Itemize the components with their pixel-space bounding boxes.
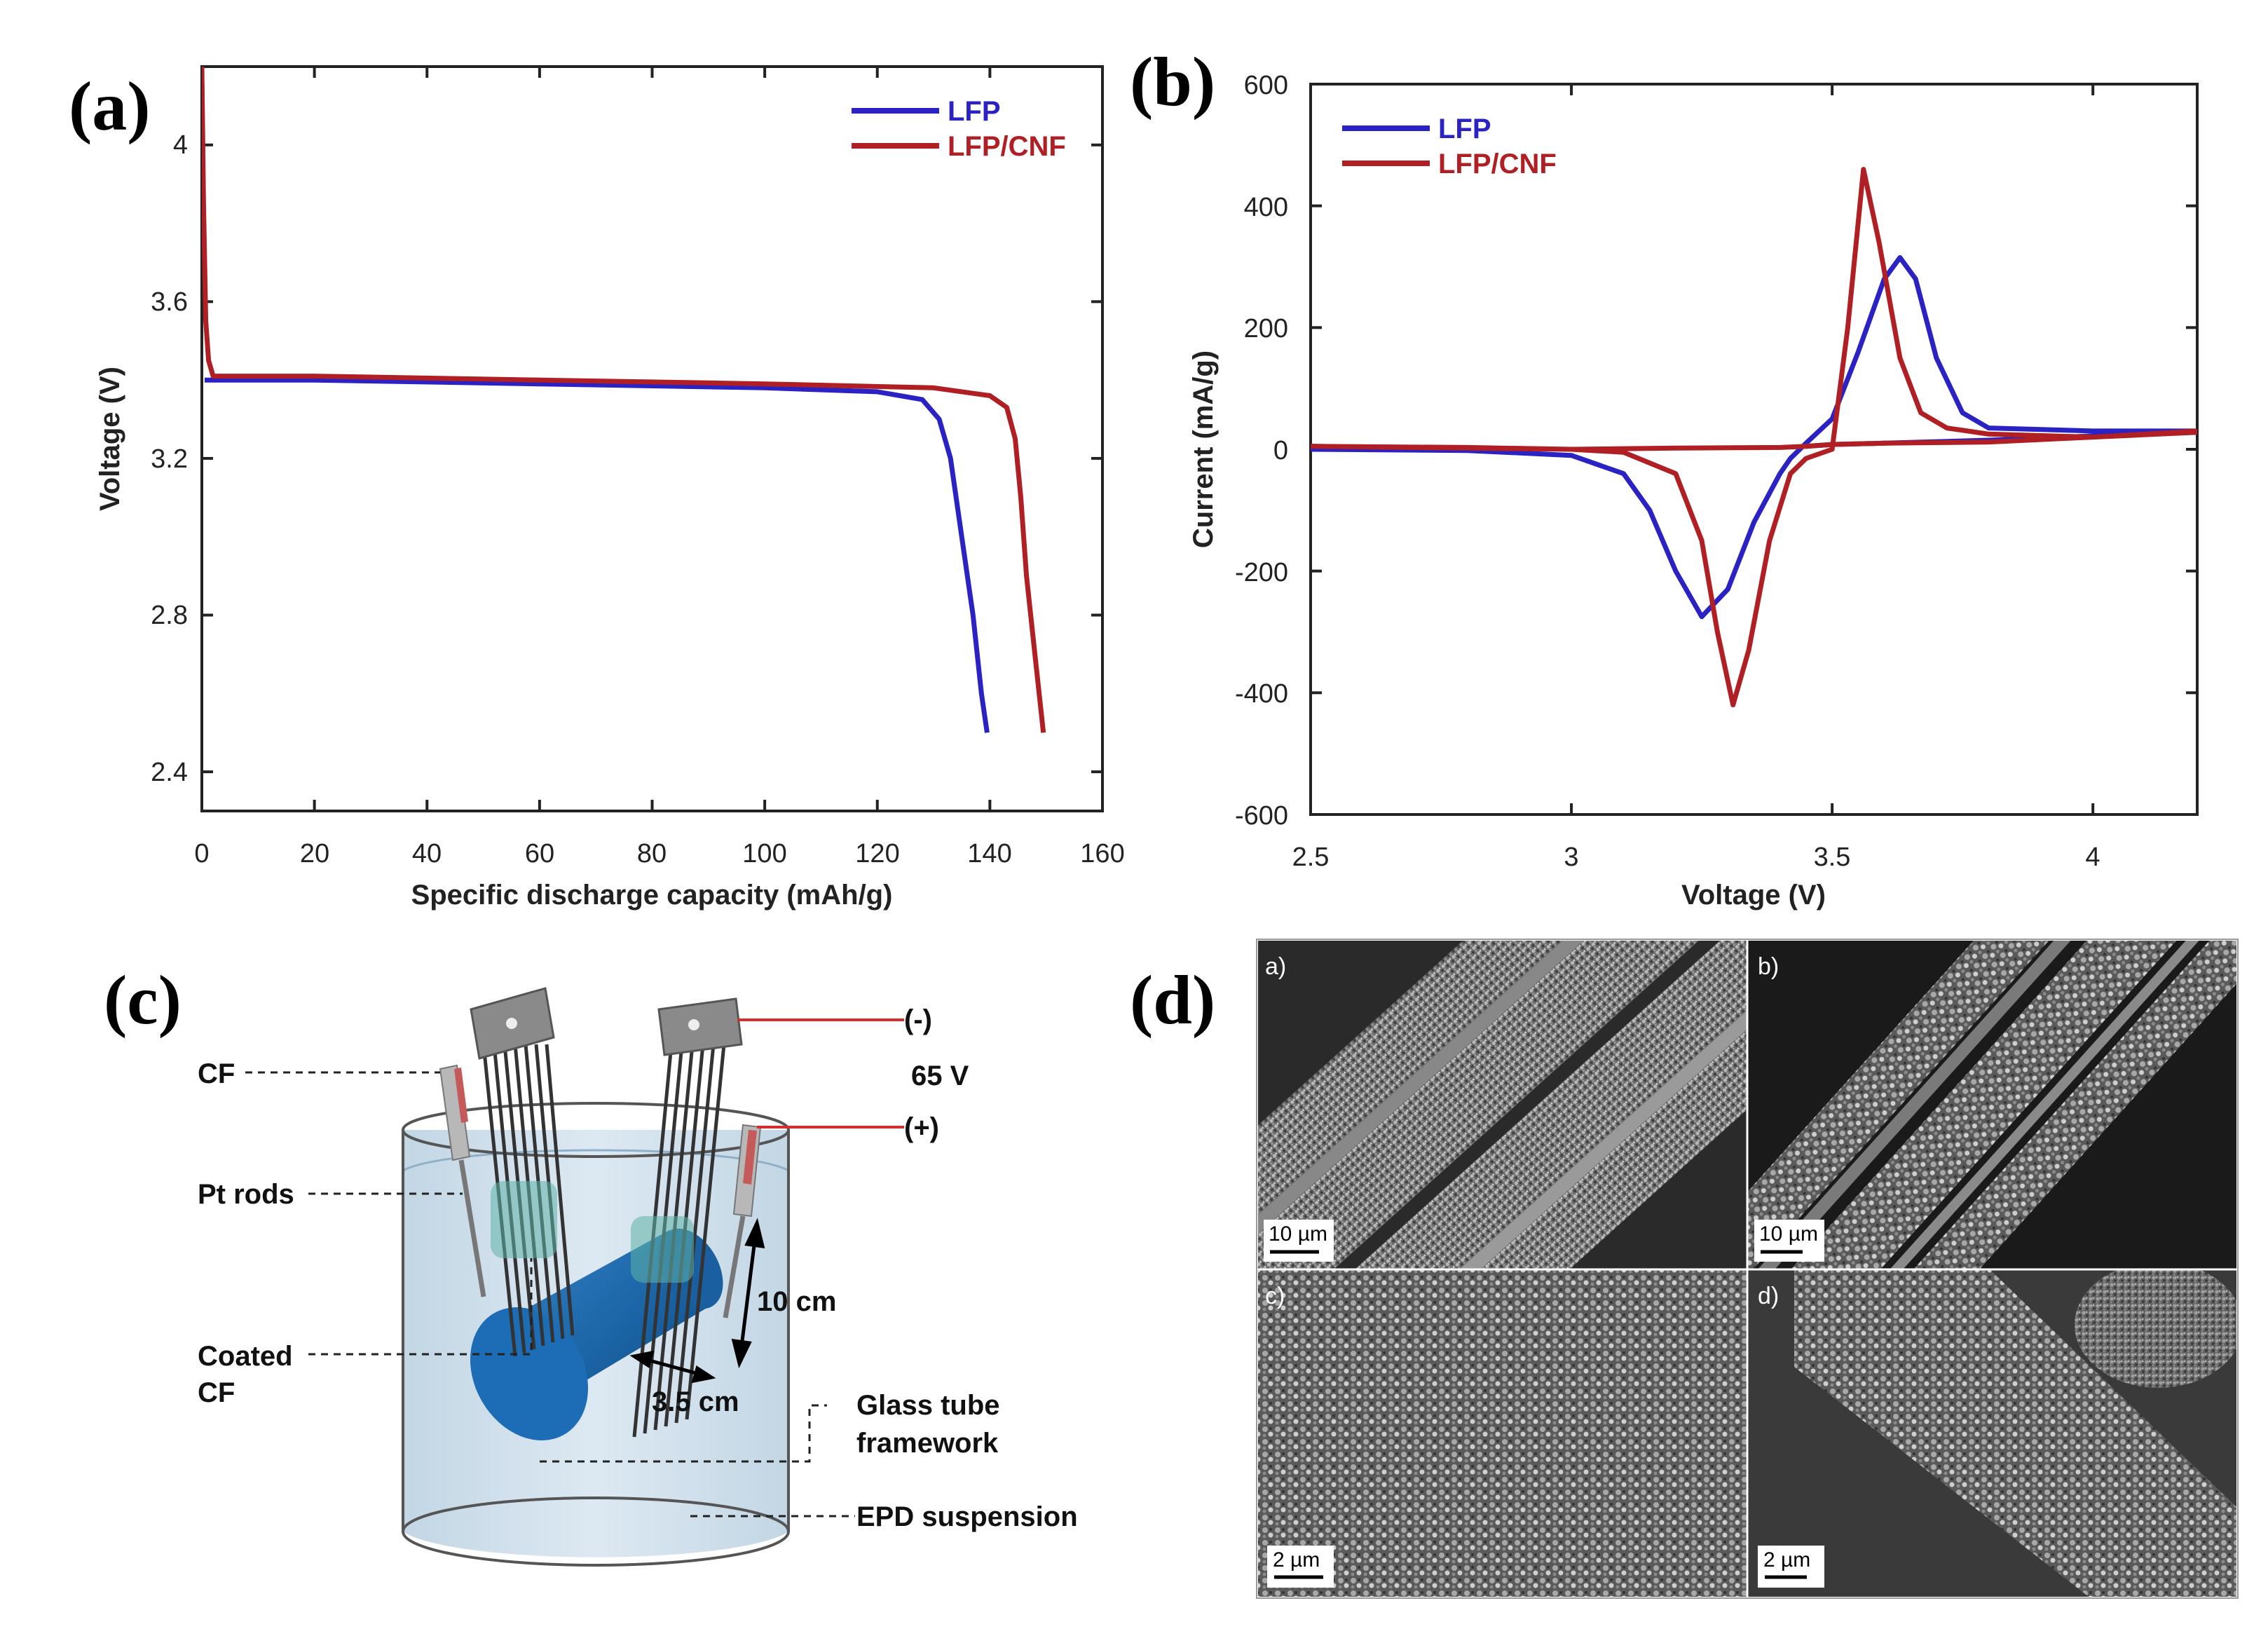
label-epd-suspension: EPD suspension [856,1501,1078,1532]
label-framework: framework [856,1428,999,1459]
panel-label-a: (a) [69,67,151,145]
series-line-lfp-cnf [1311,167,2197,708]
clamp-screw [506,1018,517,1029]
panel-d: (d) [1130,939,2239,1599]
label-negative: (-) [904,1004,932,1035]
coated-cf-right [631,1216,694,1283]
scale-text: 10 µm [1269,1222,1327,1246]
sem-label-a: a) [1265,953,1286,980]
clamp-screw [688,1019,699,1030]
label-positive: (+) [904,1112,939,1143]
panel-c: (c) [104,961,1078,1567]
label-height: 10 cm [757,1286,836,1317]
label-glass-tube: Glass tube [856,1390,1000,1421]
legend-label-lfp-cnf: LFP/CNF [1438,149,1557,179]
scale-bar-a: 10 µm [1264,1220,1334,1262]
x-tick-labels-a: 0 20 40 60 80 100 120 140 160 [194,839,1124,868]
legend-label-lfp-cnf: LFP/CNF [948,131,1066,162]
y-tick-label: 600 [1244,71,1288,100]
y-tick-label: 2.4 [151,758,188,787]
legend-b: LFP LFP/CNF [1342,114,1557,179]
panel-a: (a) 0 20 40 60 80 100 120 140 160 2.4 2.… [69,65,1125,911]
y-tick-labels-a: 2.4 2.8 3.2 3.6 4 [151,130,188,787]
y-axis-label-b: Current (mA/g) [1188,350,1219,548]
scale-text: 2 µm [1763,1548,1810,1572]
scale-text: 2 µm [1273,1548,1320,1572]
y-tick-label: 200 [1244,314,1288,343]
x-tick-label: 40 [412,839,442,868]
clamp-right [657,997,743,1056]
x-tick-label: 3 [1564,843,1578,872]
label-width: 3.5 cm [652,1386,739,1417]
scale-bar-c: 2 µm [1267,1546,1334,1588]
panel-b: (b) 2.5 3 3.5 4 600 400 200 0 -200 -400 … [1130,43,2199,911]
sem-label-d: d) [1758,1283,1779,1309]
scale-bar-b: 10 µm [1754,1220,1824,1262]
dimension-arrows [629,1218,765,1384]
legend-a: LFP LFP/CNF [852,96,1066,162]
y-tick-label: 4 [173,130,188,160]
panel-label-d: (d) [1130,961,1215,1039]
sem-tile-a [1258,941,1747,1269]
scale-text: 10 µm [1759,1222,1818,1246]
x-axis-label-a: Specific discharge capacity (mAh/g) [411,880,893,911]
sem-label-b: b) [1758,953,1779,980]
y-tick-label: 3.6 [151,287,188,317]
scale-bar-d: 2 µm [1758,1546,1824,1588]
y-tick-label: 0 [1273,436,1288,465]
y-tick-label: 3.2 [151,444,188,474]
label-coated: Coated [198,1341,293,1372]
cylinder-front [470,1307,589,1440]
legend-label-lfp: LFP [1438,114,1491,144]
x-tick-label: 100 [742,839,786,868]
sem-tile-c [1258,1270,1747,1597]
sem-label-c: c) [1265,1283,1285,1309]
coated-cf-left [491,1181,557,1258]
x-tick-label: 60 [525,839,554,868]
x-tick-label: 0 [194,839,209,868]
y-tick-label: -400 [1235,679,1288,709]
pt-rod-left [439,1064,486,1297]
plot-frame-a [200,65,1104,812]
y-tick-label: -600 [1235,801,1288,831]
sem-tile-d [1748,1270,2236,1597]
x-tick-label: 80 [637,839,667,868]
x-axis-label-b: Voltage (V) [1681,880,1826,911]
series-line-lfp [205,377,990,733]
x-tick-label: 3.5 [1814,843,1851,872]
label-cf: CF [198,1058,235,1089]
y-tick-label: 400 [1244,193,1288,222]
x-tick-label: 140 [967,839,1011,868]
y-tick-labels-b: 600 400 200 0 -200 -400 -600 [1235,71,1288,831]
y-tick-label: 2.8 [151,601,188,630]
x-tick-labels-b: 2.5 3 3.5 4 [1292,843,2100,872]
pt-rod-right [723,1124,762,1318]
x-tick-label: 160 [1080,839,1124,868]
leader-lines [245,1071,855,1518]
cf-bundle-right [631,997,743,1438]
x-tick-label: 20 [300,839,329,868]
panel-label-b: (b) [1130,43,1215,121]
label-pt-rods: Pt rods [198,1179,294,1210]
label-coated-cf: CF [198,1377,235,1408]
axis-ticks-a [200,67,1104,811]
series-line-lfp-cnf [202,67,1046,733]
label-voltage: 65 V [911,1061,969,1091]
sem-tile-b [1748,941,2236,1269]
panel-label-c: (c) [104,961,182,1039]
x-tick-label: 120 [855,839,899,868]
y-tick-label: -200 [1235,558,1288,587]
cf-bundle-left [470,987,575,1357]
x-tick-label: 2.5 [1292,843,1330,872]
legend-label-lfp: LFP [948,96,1001,127]
beaker-bottom [402,1497,790,1567]
x-tick-label: 4 [2085,843,2100,872]
y-axis-label-a: Voltage (V) [95,367,125,511]
